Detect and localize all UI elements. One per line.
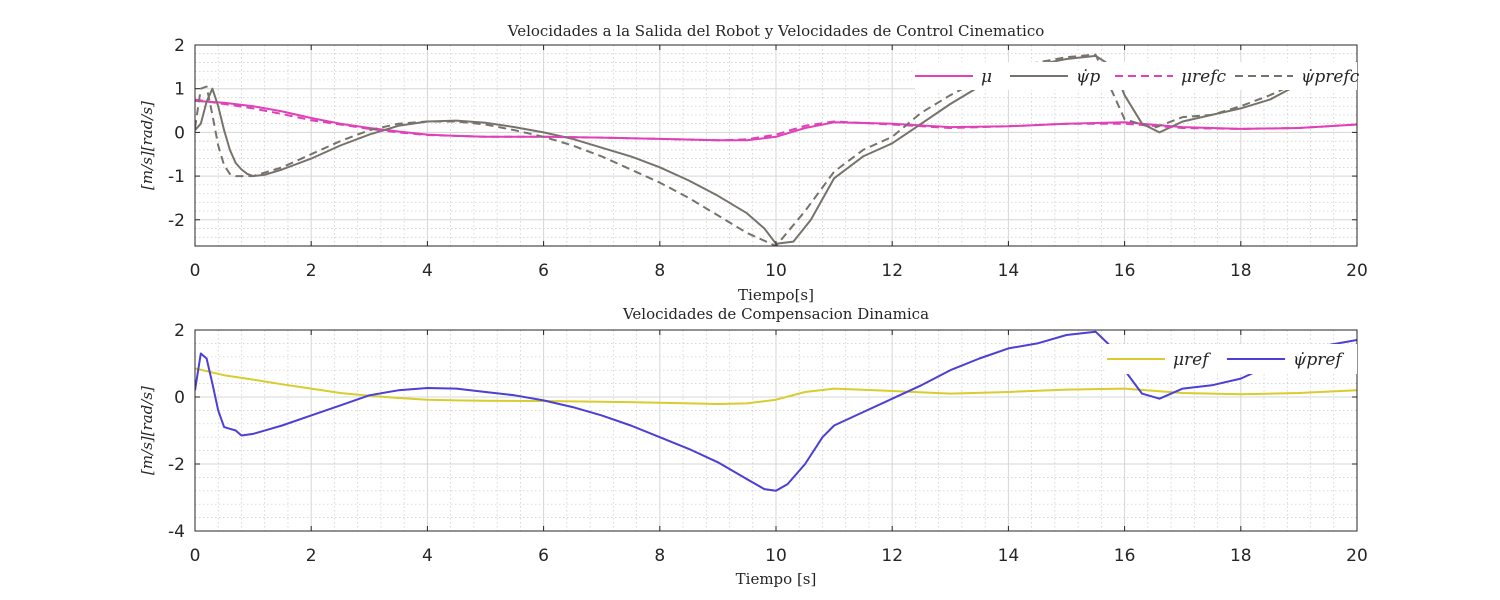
plot-area	[195, 53, 1357, 246]
legend-label: ψ̇pref	[1293, 350, 1344, 370]
y-tick-label: -2	[168, 455, 185, 475]
series-line-1	[195, 54, 1357, 245]
x-tick-label: 10	[765, 546, 787, 566]
legend-item: μref	[1107, 350, 1211, 370]
x-tick-label: 0	[190, 261, 201, 281]
x-tick-label: 4	[422, 546, 433, 566]
legend: μ ψ̇p μrefc ψ̇prefc	[915, 62, 1360, 90]
y-tick-label: -2	[168, 211, 185, 231]
legend-item: ψ̇pref	[1227, 350, 1344, 370]
x-tick-label: 20	[1346, 261, 1368, 281]
x-tick-label: 0	[190, 546, 201, 566]
x-tick-label: 10	[765, 261, 787, 281]
legend-label: μrefc	[1181, 67, 1227, 87]
x-tick-label: 18	[1230, 546, 1252, 566]
y-tick-label: -1	[168, 167, 185, 187]
y-axis-label: [m/s][rad/s]	[138, 101, 156, 190]
x-tick-label: 6	[538, 261, 549, 281]
x-tick-label: 20	[1346, 546, 1368, 566]
x-tick-label: 18	[1230, 261, 1252, 281]
x-axis-label: Tiempo [s]	[736, 570, 817, 588]
x-tick-label: 8	[654, 261, 665, 281]
y-tick-label: 1	[174, 80, 185, 100]
plot-area	[195, 330, 1357, 492]
legend-item: ψ̇prefc	[1235, 67, 1360, 87]
legend-item: ψ̇p	[1010, 67, 1100, 87]
y-tick-label: 2	[174, 321, 185, 341]
legend: μref ψ̇pref	[1107, 344, 1357, 374]
y-tick-label: -4	[168, 522, 185, 542]
x-tick-label: 2	[306, 261, 317, 281]
series-line-3	[195, 53, 1357, 246]
x-tick-label: 6	[538, 546, 549, 566]
series-line-1	[195, 330, 1357, 492]
chart-title: Velocidades de Compensacion Dinamica	[622, 305, 929, 323]
legend-label: μ	[981, 67, 992, 87]
x-tick-label: 16	[1114, 261, 1136, 281]
x-tick-label: 16	[1114, 546, 1136, 566]
x-axis-label: Tiempo[s]	[738, 286, 814, 304]
y-tick-label: 0	[174, 123, 185, 143]
legend-item: μ	[915, 67, 992, 87]
x-tick-label: 12	[881, 546, 903, 566]
y-tick-label: 0	[174, 388, 185, 408]
legend-item: μrefc	[1115, 67, 1227, 87]
y-axis-label: [m/s][rad/s]	[138, 386, 156, 475]
x-tick-label: 4	[422, 261, 433, 281]
legend-label: ψ̇p	[1076, 67, 1100, 87]
chart-title: Velocidades a la Salida del Robot y Velo…	[507, 22, 1045, 40]
x-tick-label: 12	[881, 261, 903, 281]
x-tick-label: 8	[654, 546, 665, 566]
series-line-0	[195, 367, 1357, 405]
legend-label: μref	[1173, 350, 1211, 370]
y-tick-label: 2	[174, 36, 185, 56]
series-line-2	[195, 98, 1357, 142]
x-tick-label: 2	[306, 546, 317, 566]
x-tick-label: 14	[998, 261, 1020, 281]
legend-label: ψ̇prefc	[1301, 67, 1360, 87]
x-tick-label: 14	[998, 546, 1020, 566]
